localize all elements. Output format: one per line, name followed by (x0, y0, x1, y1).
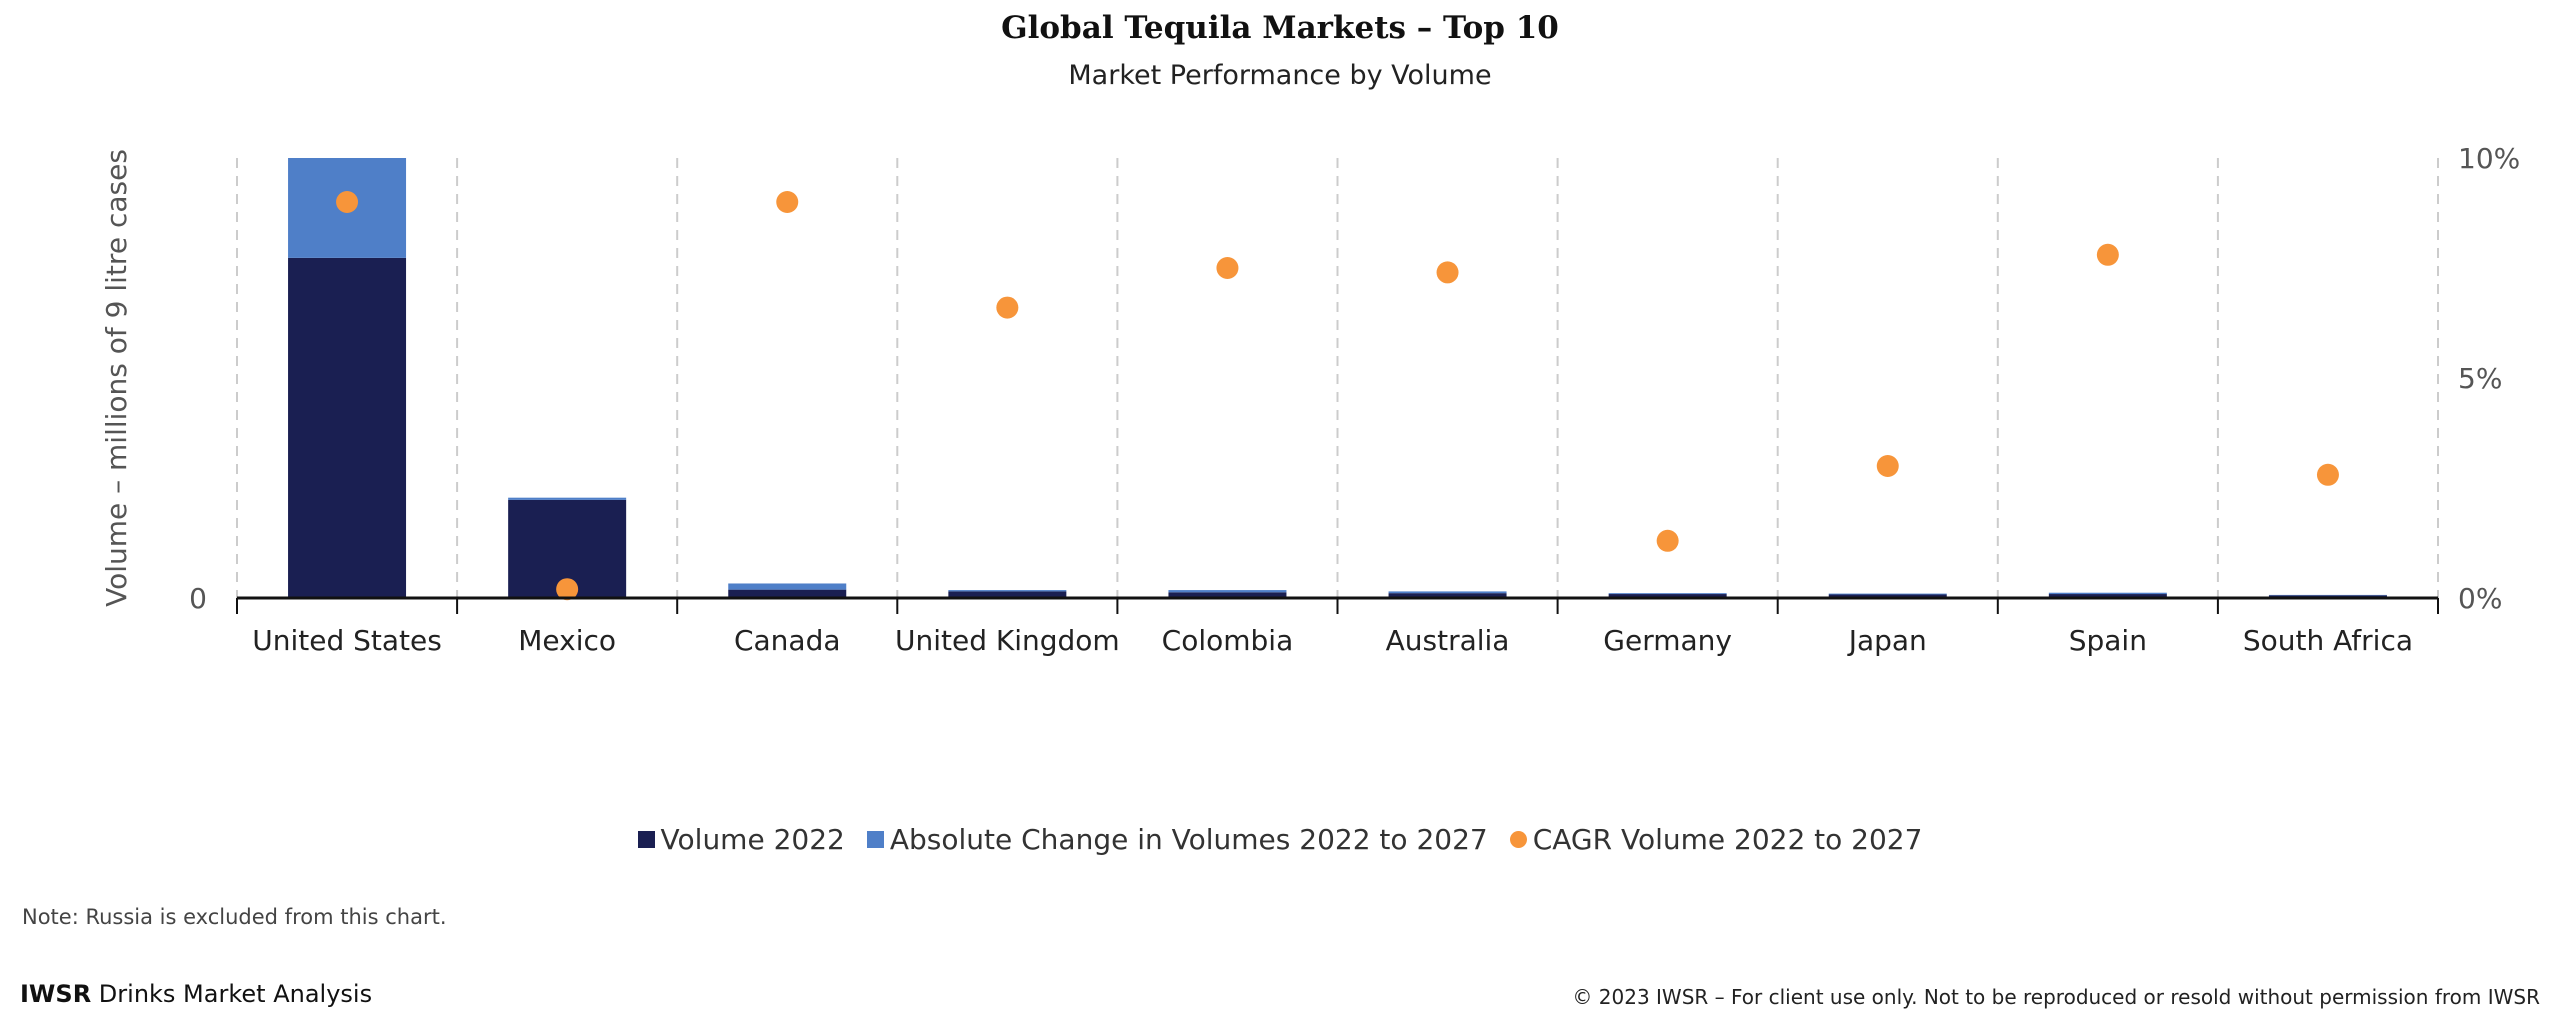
bar-volume-2022 (1168, 592, 1287, 598)
legend-swatch (637, 831, 655, 848)
legend-dot (1509, 831, 1527, 848)
bar-absolute-change (2048, 592, 2167, 595)
cagr-point (996, 296, 1019, 319)
x-tick-label: Canada (734, 624, 841, 657)
x-tick-label: Japan (1847, 624, 1927, 657)
copyright: © 2023 IWSR – For client use only. Not t… (1572, 985, 2540, 1009)
x-tick-label: United States (252, 624, 442, 657)
x-tick-label: Mexico (518, 624, 616, 657)
bar-volume-2022 (1388, 593, 1507, 598)
y-axis-label: Volume – millions of 9 litre cases (100, 149, 133, 607)
legend-label: Volume 2022 (660, 823, 845, 856)
bar-volume-2022 (2048, 594, 2167, 598)
y2-tick-label: 5% (2458, 362, 2502, 395)
bar-absolute-change (1608, 593, 1727, 595)
brand-logo: IWSR (20, 980, 92, 1008)
cagr-point (1216, 257, 1239, 279)
chart-plot: Volume – millions of 9 litre cases Unite… (100, 142, 2520, 657)
bar-absolute-change (1828, 593, 1947, 595)
cagr-point (1876, 455, 1899, 477)
brand: IWSR Drinks Market Analysis (20, 980, 372, 1008)
cagr-point (1656, 529, 1679, 552)
brand-text: Drinks Market Analysis (91, 980, 373, 1008)
bar-absolute-change (1168, 590, 1287, 593)
x-tick-label: Germany (1603, 624, 1732, 657)
bar-volume-2022 (728, 589, 847, 598)
chart-title: Global Tequila Markets – Top 10 (1001, 10, 1559, 46)
legend-swatch (866, 831, 884, 848)
y2-tick-label: 0% (2458, 582, 2502, 615)
bar-absolute-change (1388, 591, 1507, 594)
legend-item-cagr: CAGR Volume 2022 to 2027 (1509, 823, 1923, 856)
legend-item-change: Absolute Change in Volumes 2022 to 2027 (866, 823, 1488, 856)
legend-label: CAGR Volume 2022 to 2027 (1532, 823, 1923, 856)
bar-volume-2022 (1828, 594, 1947, 598)
bar-volume-2022 (1608, 594, 1727, 598)
cagr-point (2316, 463, 2339, 486)
legend-label: Absolute Change in Volumes 2022 to 2027 (889, 823, 1488, 856)
chart-subtitle: Market Performance by Volume (1068, 60, 1492, 91)
legend: Volume 2022 Absolute Change in Volumes 2… (0, 823, 2560, 856)
bar-absolute-change (508, 497, 627, 500)
bar-volume-2022 (948, 591, 1067, 598)
bar-absolute-change (948, 590, 1067, 592)
x-tick-label: United Kingdom (895, 624, 1120, 657)
cagr-point (776, 191, 799, 213)
chart-note: Note: Russia is excluded from this chart… (22, 905, 447, 929)
y-tick-label: 0 (189, 582, 207, 615)
cagr-point (2096, 243, 2119, 266)
x-tick-label: Spain (2069, 624, 2147, 657)
x-tick-label: Australia (1386, 624, 1510, 657)
cagr-point (556, 578, 579, 601)
bar-absolute-change (728, 583, 847, 590)
cagr-point (1436, 261, 1459, 284)
x-tick-label: Colombia (1162, 624, 1294, 657)
cagr-point (336, 191, 359, 213)
legend-item-volume: Volume 2022 (637, 823, 845, 856)
bar-volume-2022 (288, 257, 407, 598)
x-tick-label: South Africa (2243, 624, 2413, 657)
y2-tick-label: 10% (2458, 142, 2520, 175)
